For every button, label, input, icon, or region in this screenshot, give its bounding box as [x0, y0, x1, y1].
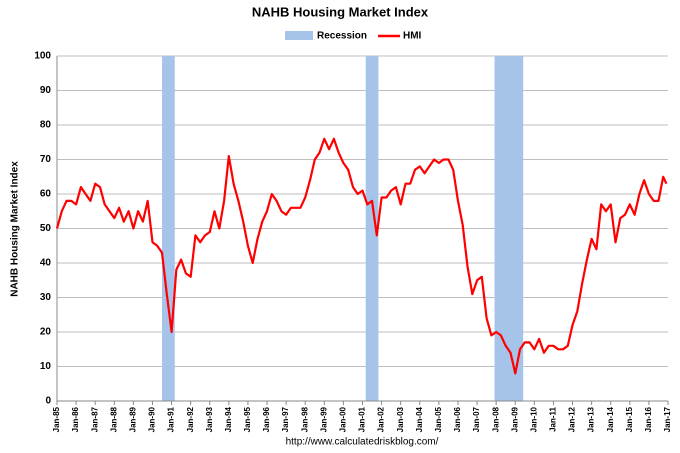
y-tick-label: 70 [40, 154, 52, 165]
y-tick-label: 50 [40, 223, 52, 234]
y-tick-label: 80 [40, 120, 52, 131]
x-tick-label: Jan-88 [109, 406, 118, 432]
x-tick-label: Jan-90 [148, 406, 157, 432]
x-tick-label: Jan-11 [549, 406, 558, 431]
x-tick-label: Jan-04 [415, 406, 424, 432]
recession-band [162, 56, 175, 401]
x-tick-label: Jan-07 [472, 406, 481, 432]
x-tick-label: Jan-01 [358, 406, 367, 432]
y-tick-label: 20 [40, 327, 52, 338]
x-tick-label: Jan-99 [319, 406, 328, 432]
x-tick-label: Jan-10 [529, 406, 538, 432]
x-tick-label: Jan-91 [167, 406, 176, 432]
x-tick-label: Jan-89 [128, 406, 137, 432]
x-tick-label: Jan-95 [243, 406, 252, 432]
y-tick-label: 0 [45, 396, 51, 407]
x-tick-label: Jan-85 [52, 406, 61, 432]
x-tick-label: Jan-16 [644, 406, 653, 432]
chart-title: NAHB Housing Market Index [252, 4, 429, 19]
x-tick-label: Jan-14 [606, 406, 615, 432]
x-tick-label: Jan-17 [663, 406, 672, 432]
y-tick-label: 60 [40, 189, 52, 200]
legend-swatch [285, 31, 313, 40]
y-tick-label: 10 [40, 361, 52, 372]
y-axis-label: NAHB Housing Market Index [10, 161, 21, 297]
recession-band [494, 56, 524, 401]
legend-label: Recession [317, 31, 367, 42]
x-tick-label: Jan-93 [205, 406, 214, 432]
x-tick-label: Jan-03 [396, 406, 405, 432]
y-tick-label: 40 [40, 258, 52, 269]
x-tick-label: Jan-92 [186, 406, 195, 432]
x-tick-label: Jan-08 [491, 406, 500, 432]
legend-label: HMI [403, 31, 422, 42]
x-tick-label: Jan-87 [90, 406, 99, 432]
hmi-line [55, 137, 668, 375]
recession-band [365, 56, 379, 401]
x-tick-label: Jan-86 [71, 406, 80, 432]
x-tick-label: Jan-97 [281, 406, 290, 432]
x-tick-label: Jan-02 [377, 406, 386, 432]
x-tick-label: Jan-13 [587, 406, 596, 432]
x-tick-label: Jan-98 [300, 406, 309, 432]
source: http://www.calculatedriskblog.com/ [286, 437, 439, 448]
x-tick-label: Jan-12 [568, 406, 577, 432]
x-tick-label: Jan-94 [224, 406, 233, 432]
x-tick-label: Jan-00 [339, 406, 348, 432]
x-tick-label: Jan-15 [625, 406, 634, 432]
y-tick-label: 90 [40, 85, 52, 96]
x-tick-label: Jan-06 [453, 406, 462, 432]
x-tick-label: Jan-05 [434, 406, 443, 432]
x-tick-label: Jan-96 [262, 406, 271, 432]
y-tick-label: 30 [40, 292, 52, 303]
y-tick-label: 100 [34, 51, 51, 62]
x-tick-label: Jan-09 [510, 406, 519, 432]
